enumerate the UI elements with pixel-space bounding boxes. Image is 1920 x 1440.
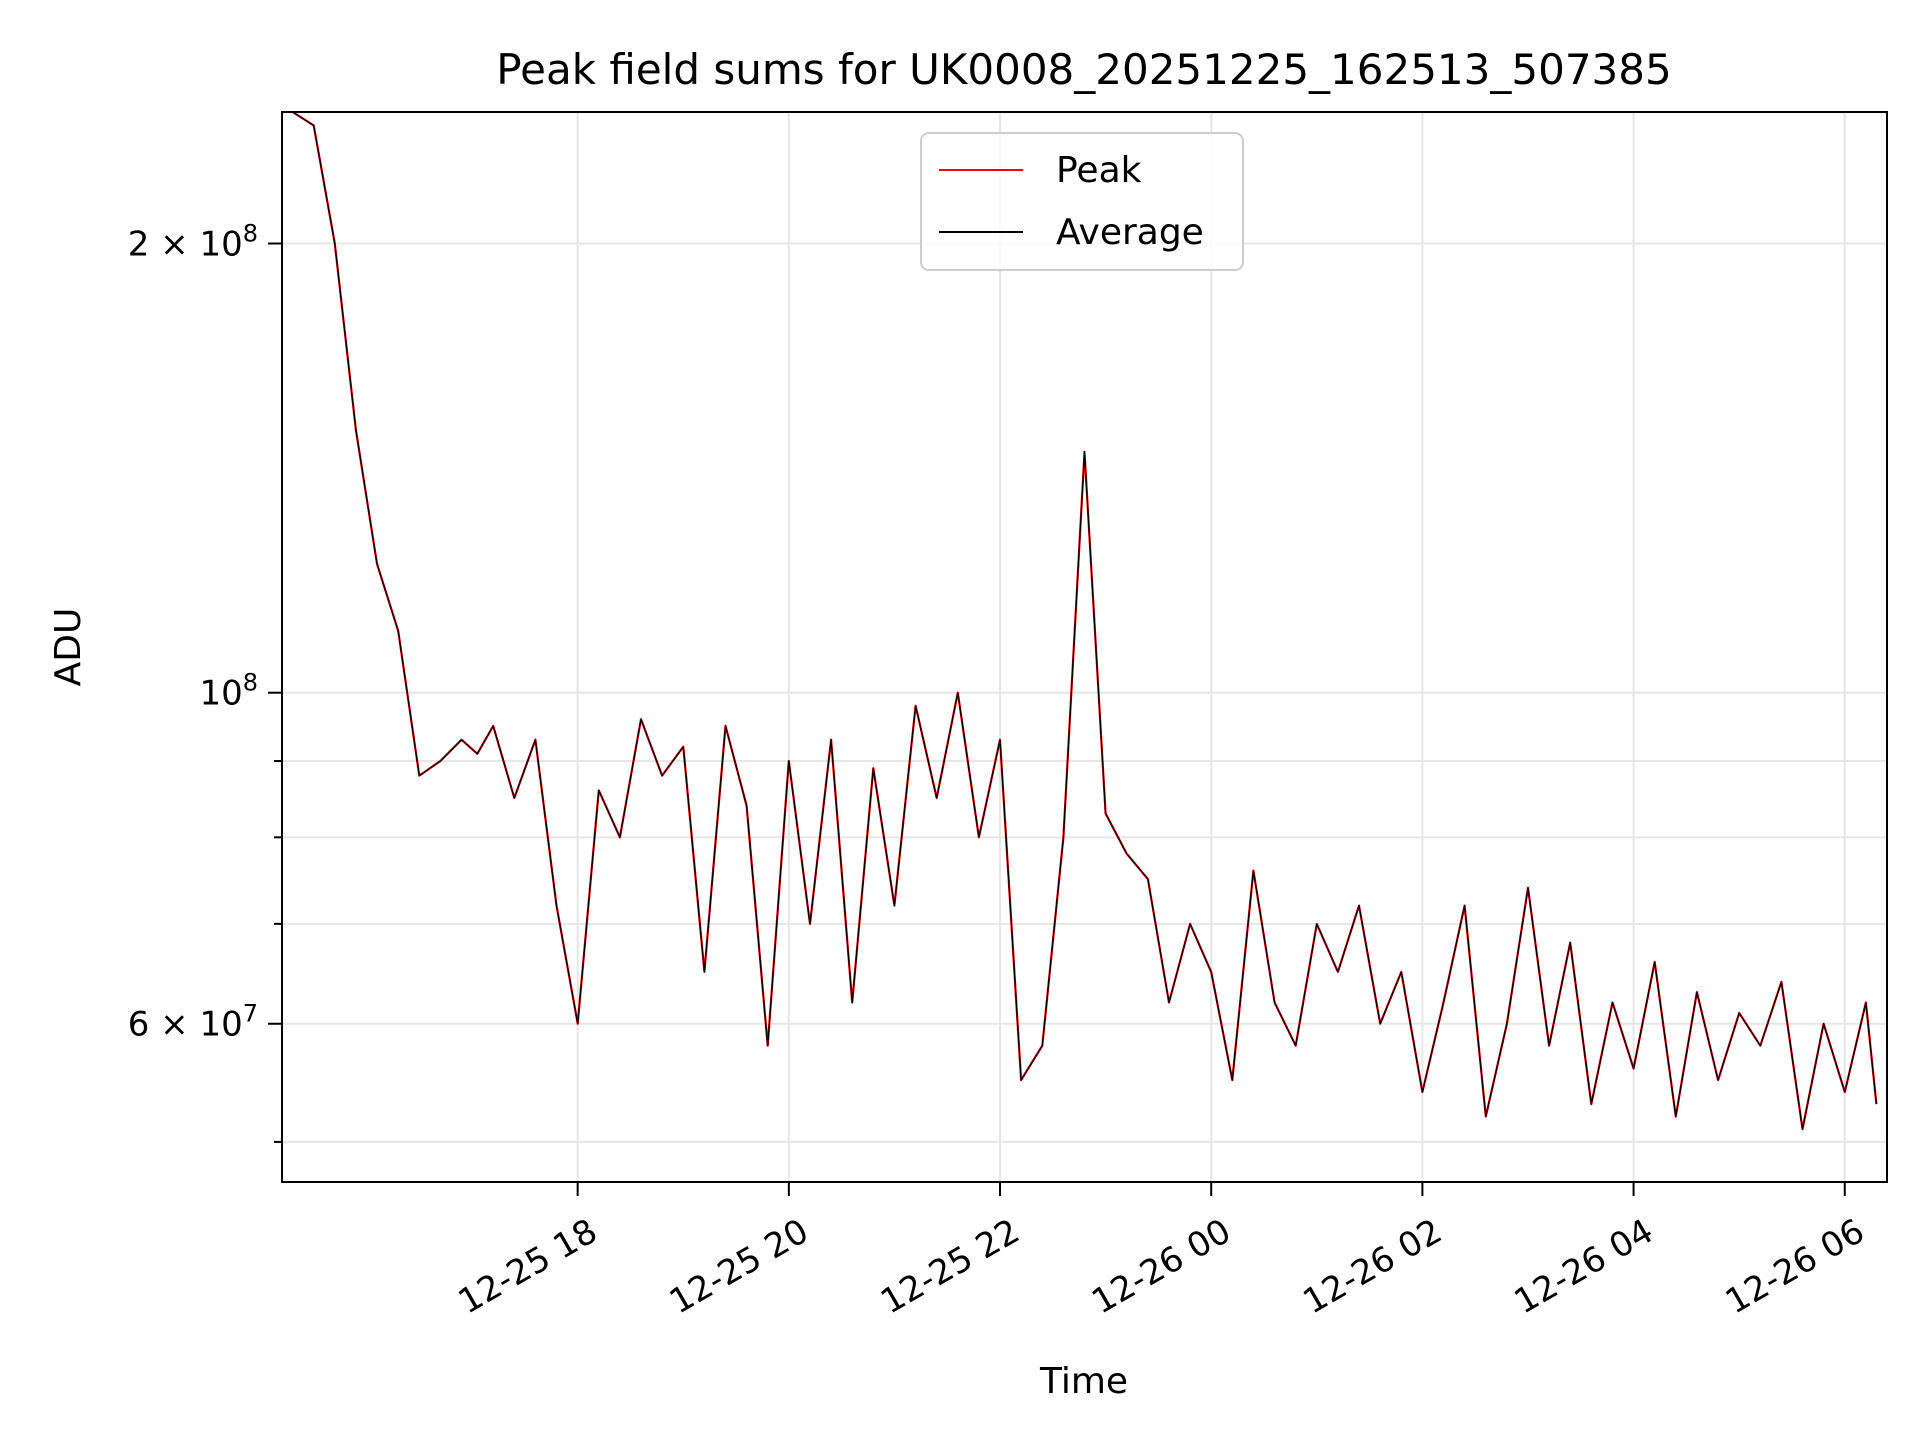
y-axis-label: ADU [48,608,89,687]
y-tick-label: 2 × 108 [128,220,258,265]
plot-frame [281,111,1888,1183]
y-tick-label: 6 × 107 [128,1000,258,1045]
x-axis-label: Time [1039,1361,1128,1402]
series-lines [292,112,1878,1131]
y-tick-label: 108 [199,669,258,714]
plot-area [282,112,1887,1182]
legend-average-label: Average [1056,212,1204,253]
chart-title: Peak field sums for UK0008_20251225_1625… [496,45,1671,94]
legend: Peak Average [920,132,1244,271]
y-tick-label-base: 2 × 10 [128,225,243,265]
y-tick-label-exponent: 8 [243,220,258,248]
y-tick-label-base: 10 [199,674,242,714]
legend-box [920,132,1244,271]
y-tick-label-base: 6 × 10 [128,1005,243,1045]
legend-peak-label: Peak [1056,150,1142,191]
average-series-line [292,112,1878,1130]
y-tick-label-exponent: 8 [243,669,258,697]
y-tick-label-exponent: 7 [243,1000,258,1028]
